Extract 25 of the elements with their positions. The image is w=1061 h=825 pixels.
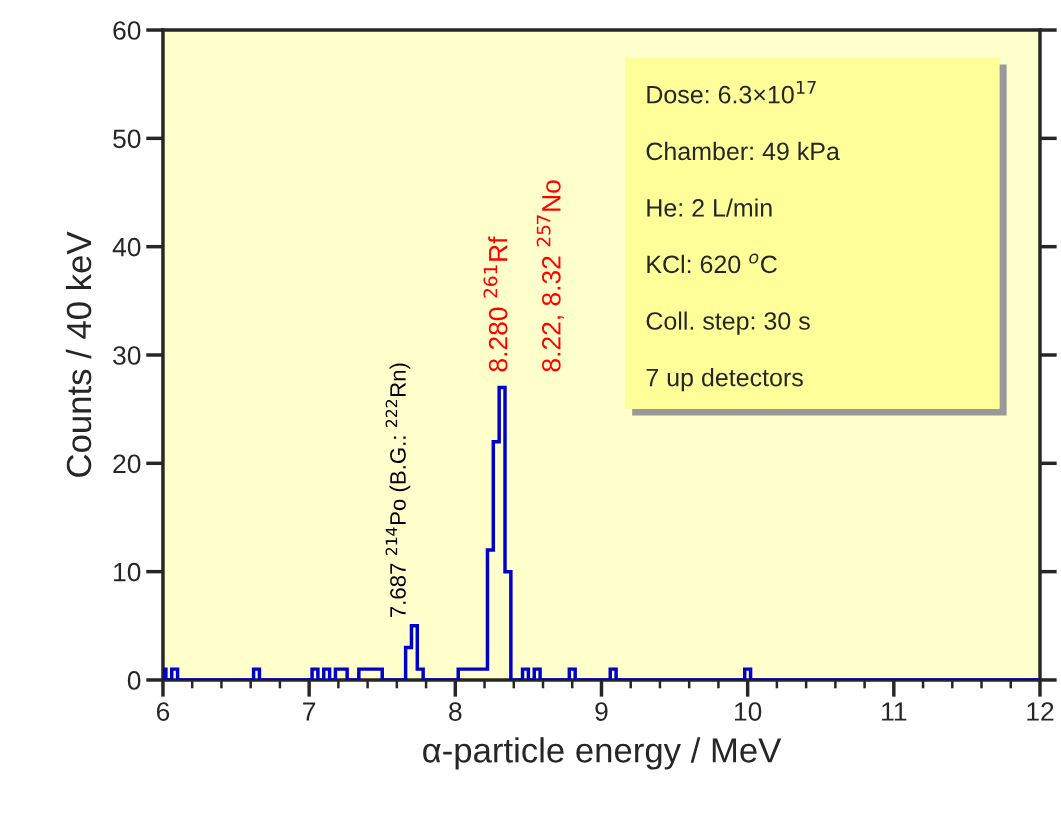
annotation: 7.687 $^{214}$Po (B.G.: $^{222}$Rn) xyxy=(385,363,411,618)
x-tick-label: 10 xyxy=(734,702,762,721)
y-tick-label: 30 xyxy=(113,346,141,365)
y-tick-label: 50 xyxy=(113,129,141,149)
y-tick-label: 0 xyxy=(127,671,141,690)
annotation: KCl: 620 $^{o}$C xyxy=(647,253,777,274)
y-tick-label: 20 xyxy=(113,454,141,474)
annotation: Dose: 6.3×10$^{17}$ xyxy=(647,80,816,104)
y-tick-label: 60 xyxy=(113,21,141,40)
annotation: Coll. step: 30 s xyxy=(646,311,810,335)
x-tick-label: 9 xyxy=(595,702,608,721)
annotation: 8.280 $^{261}$Rf xyxy=(483,236,508,372)
x-tick-label: 8 xyxy=(449,702,462,721)
x-axis-title: α-particle energy / MeV xyxy=(423,737,782,770)
x-tick-label: 7 xyxy=(303,702,316,721)
x-tick-label: 12 xyxy=(1027,702,1054,721)
x-tick-label: 6 xyxy=(156,702,170,721)
x-tick-label: 11 xyxy=(882,702,907,721)
annotation: Chamber: 49 kPa xyxy=(646,141,840,161)
y-tick-label: 10 xyxy=(114,562,141,582)
y-axis-title: Counts / 40 keV xyxy=(65,231,92,477)
annotation: 8.22, 8.32 $^{257}$No xyxy=(536,180,564,372)
annotation: He: 2 L/min xyxy=(647,198,772,217)
y-tick-label: 40 xyxy=(112,237,141,257)
annotation: 7 up detectors xyxy=(646,368,803,392)
